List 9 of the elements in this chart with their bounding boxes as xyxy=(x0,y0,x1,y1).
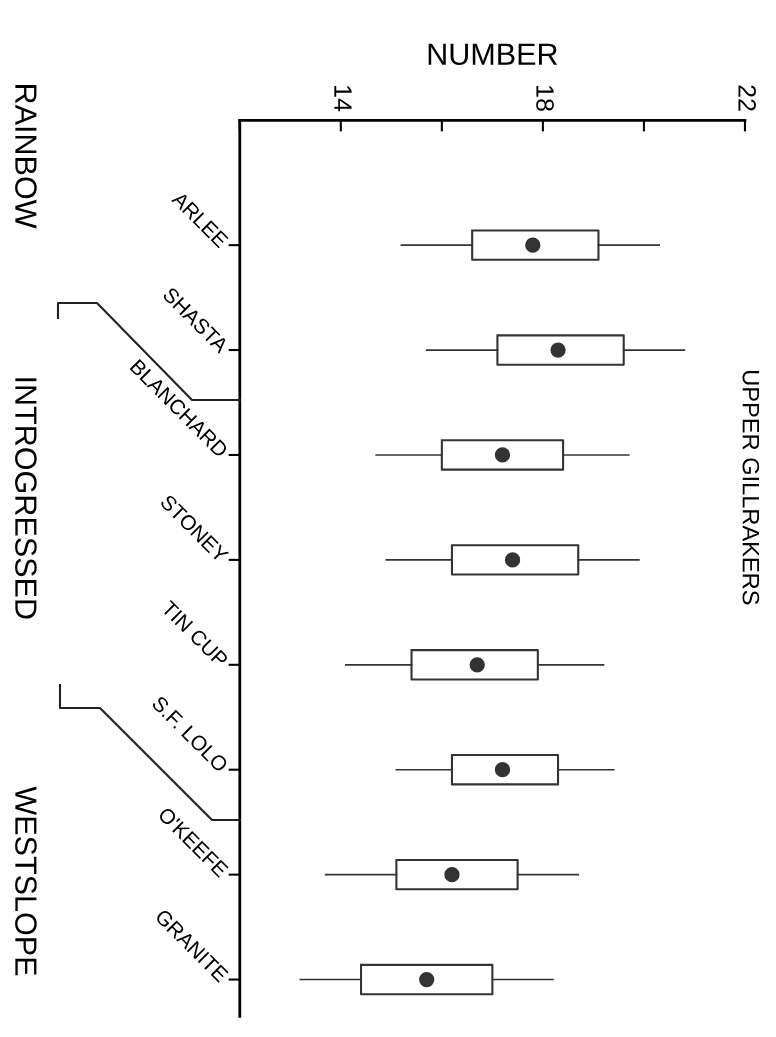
y-tick-label: TIN CUP xyxy=(160,599,229,668)
x-tick-label: 18 xyxy=(536,86,554,111)
text: INTROGRESSED xyxy=(15,378,37,619)
x-tick-label: 14 xyxy=(334,86,352,112)
text: RAINBOW xyxy=(15,85,37,229)
text: UPPER GILLRAKERS xyxy=(742,371,760,605)
text: WESTSLOPE xyxy=(15,786,37,976)
x-axis-title: NUMBER xyxy=(428,43,558,66)
x-tick-label: 22 xyxy=(738,85,756,111)
